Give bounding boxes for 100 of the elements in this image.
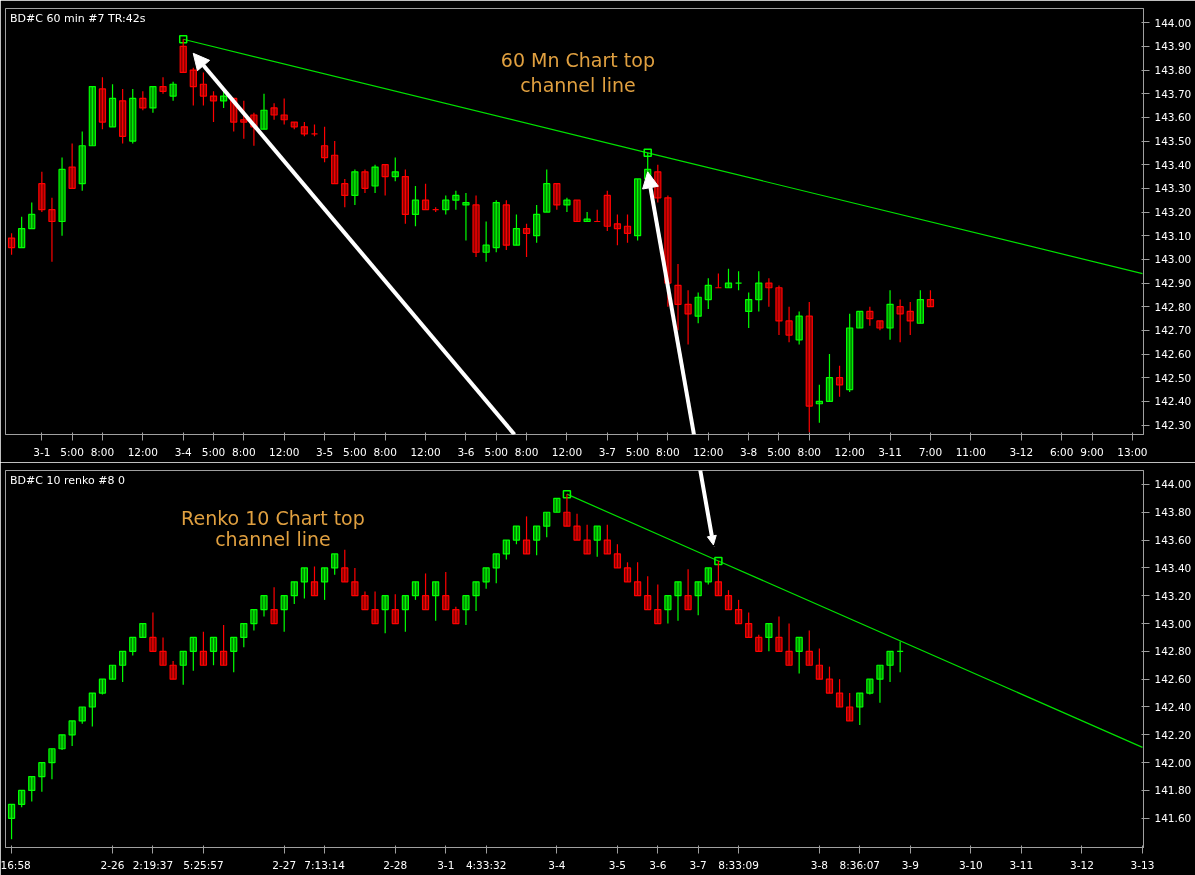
x-tick-label: 12:00 [127,445,158,458]
candlestick [785,622,793,666]
x-tick-label: 12:00 [410,445,441,458]
candlestick [341,549,349,583]
candlestick [189,636,197,672]
y-tick-label: 144.00 [1154,16,1192,29]
candlestick [18,216,26,249]
candlestick [58,734,66,751]
candlestick [684,289,692,346]
candlestick [98,76,107,130]
x-tick-label: 3-11 [1009,858,1034,871]
y-tick-label: 143.10 [1154,229,1192,242]
candlestick [7,803,16,840]
candlestick [522,223,531,258]
candlestick [240,100,248,140]
candlestick [704,277,712,310]
candlestick [240,622,248,648]
y-tick-label: 143.20 [1154,589,1192,602]
x-tick-label: 5:00 [343,445,367,458]
candlestick [371,590,379,625]
candlestick [58,157,66,237]
candlestick [684,568,692,611]
candlestick [28,775,36,803]
candlestick [745,611,753,639]
candlestick [492,553,500,584]
candlestick [866,678,874,696]
candlestick [119,88,127,144]
candlestick [78,130,86,192]
x-tick-label: 5:25:57 [183,858,224,871]
candlestick [341,178,349,208]
candlestick [896,299,904,343]
candlestick [48,748,56,780]
candlestick [421,572,430,611]
candlestick [129,88,137,144]
candlestick [512,525,521,545]
y-tick-label: 141.60 [1154,812,1192,825]
y-tick-label: 141.80 [1154,784,1192,797]
candlestick [48,197,56,263]
candlestick [815,647,823,680]
candlestick [391,593,399,625]
x-tick-label: 8:00 [656,445,680,458]
candlestick [280,97,288,126]
candlestick [159,76,167,95]
y-tick-label: 143.20 [1154,206,1192,219]
candlestick [512,213,521,246]
candlestick [856,692,864,726]
y-tick-label: 142.60 [1154,348,1192,361]
candlestick [38,762,46,793]
candlestick [270,586,278,625]
x-tick-label: 11:00 [955,445,986,458]
candlestick [694,291,702,324]
x-tick-label: 3-11 [878,445,902,458]
x-tick-label: 8:00 [373,445,397,458]
candlestick [280,595,288,633]
candlestick [775,284,783,336]
x-tick-label: 3-13 [1130,858,1155,871]
y-tick-label: 142.90 [1154,277,1192,290]
candlestick [795,636,803,675]
x-tick-label: 3-7 [689,858,707,871]
candlestick [199,631,208,666]
x-tick-label: 6:00 [1049,445,1074,458]
y-tick-label: 142.70 [1154,324,1192,337]
candlestick [573,513,581,541]
candlestick [300,567,309,600]
candlestick [452,606,460,625]
candlestick [421,183,430,211]
x-tick-label: 3-9 [901,858,919,871]
candlestick [290,581,298,605]
x-tick-label: 13:00 [1117,445,1148,458]
candlestick [563,197,571,213]
candlestick [846,313,854,393]
candlestick [7,232,16,256]
candlestick [633,561,642,597]
candlestick [401,595,409,633]
x-tick-label: 2-28 [383,858,408,871]
candlestick [846,692,854,722]
y-tick-label: 142.30 [1154,419,1192,432]
y-tick-label: 142.60 [1154,673,1192,686]
x-tick-label: 8:00 [514,445,539,458]
x-tick-label: 8:36:07 [839,858,880,871]
y-tick-label: 142.80 [1154,645,1192,658]
x-tick-label: 3-10 [958,858,983,871]
y-tick-label: 142.40 [1154,395,1192,408]
x-tick-label: 3-4 [548,858,566,871]
candlestick [573,199,581,223]
candlestick [734,599,743,625]
candlestick [613,213,622,246]
y-tick-label: 144.00 [1154,478,1192,491]
y-tick-label: 142.50 [1154,371,1192,384]
x-tick-label: 2-26 [100,858,125,871]
y-tick-label: 143.80 [1154,64,1192,77]
x-tick-label: 3-1 [437,858,455,871]
y-tick-label: 143.90 [1154,40,1192,53]
candlestick [825,353,834,402]
y-tick-label: 143.80 [1154,506,1192,519]
candlestick [775,615,783,652]
candlestick [38,171,46,213]
candlestick [613,543,622,569]
x-tick-label: 3-6 [457,445,475,458]
candlestick [795,310,803,346]
